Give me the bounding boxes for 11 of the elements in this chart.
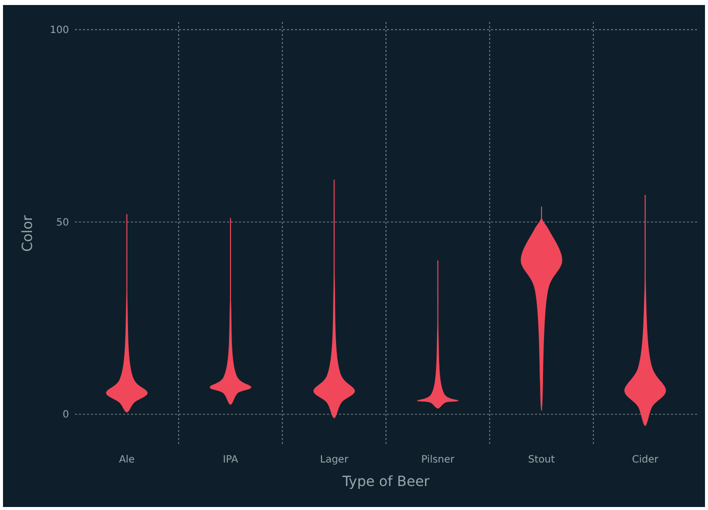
y-axis-title: Color <box>20 214 36 252</box>
y-tick-label: 0 <box>62 410 69 421</box>
x-axis-title: Type of Beer <box>341 474 430 490</box>
x-tick-label: IPA <box>222 454 238 466</box>
x-tick-label: Cider <box>632 454 660 466</box>
x-tick-label: Stout <box>528 454 555 466</box>
x-tick-label: Ale <box>118 454 135 466</box>
x-tick-label: Lager <box>320 454 350 466</box>
y-tick-label: 50 <box>56 217 69 228</box>
x-tick-label: Pilsner <box>421 454 456 466</box>
y-tick-label: 100 <box>50 25 69 36</box>
